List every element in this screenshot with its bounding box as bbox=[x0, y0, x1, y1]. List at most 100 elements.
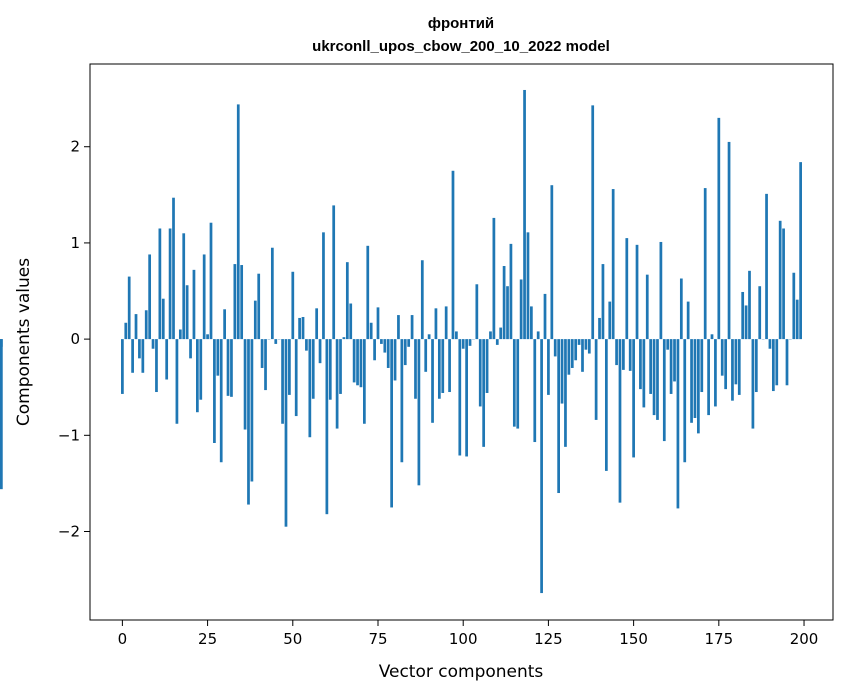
bar-138 bbox=[591, 105, 595, 340]
bar-25 bbox=[206, 334, 209, 340]
bar-123 bbox=[540, 339, 543, 594]
bar-151 bbox=[635, 244, 639, 340]
bar-62 bbox=[332, 205, 336, 340]
y-axis-ticks: −2 −1 0 1 2 bbox=[58, 138, 90, 541]
y-tick-label: −2 bbox=[58, 523, 80, 541]
bar-71 bbox=[363, 339, 366, 424]
bar-173 bbox=[710, 334, 714, 340]
bar-102 bbox=[468, 339, 472, 346]
bar-8 bbox=[148, 254, 152, 340]
bar-104 bbox=[475, 284, 479, 340]
bar-137 bbox=[587, 339, 591, 354]
bar-11 bbox=[158, 228, 162, 340]
bar-39 bbox=[253, 300, 257, 340]
bar-0 bbox=[121, 339, 124, 394]
bar-87 bbox=[417, 339, 421, 486]
bar-94 bbox=[441, 339, 445, 393]
bar-164 bbox=[679, 278, 683, 340]
bar-40 bbox=[257, 273, 261, 340]
bar-162 bbox=[673, 339, 676, 382]
bar-181 bbox=[737, 339, 741, 395]
bar-58 bbox=[318, 339, 322, 364]
bar-152 bbox=[639, 339, 642, 390]
bar-9 bbox=[151, 339, 155, 349]
bar-176 bbox=[720, 339, 724, 376]
bar-73 bbox=[369, 322, 373, 340]
bar-177 bbox=[724, 339, 728, 390]
bar-65 bbox=[342, 337, 346, 340]
bar-159 bbox=[662, 339, 666, 442]
y-tick-label: −1 bbox=[58, 426, 80, 444]
x-tick-label: 100 bbox=[449, 630, 478, 648]
bar-127 bbox=[553, 339, 557, 357]
x-tick-label: 125 bbox=[534, 630, 563, 648]
bar-10 bbox=[155, 339, 158, 393]
bar-133 bbox=[574, 339, 578, 361]
bar-38 bbox=[250, 339, 254, 482]
bar-117 bbox=[519, 279, 523, 340]
bar-158 bbox=[659, 241, 663, 340]
bar-69 bbox=[356, 339, 359, 386]
bar-167 bbox=[690, 339, 693, 423]
bar-30 bbox=[223, 309, 226, 340]
bar-1 bbox=[124, 322, 128, 340]
bar-74 bbox=[373, 339, 376, 361]
bar-79 bbox=[390, 339, 393, 508]
bar-124 bbox=[543, 293, 547, 340]
bar-185 bbox=[751, 339, 755, 429]
bar-150 bbox=[632, 339, 635, 458]
bar-96 bbox=[448, 339, 451, 393]
bar-161 bbox=[669, 339, 673, 394]
bar-186 bbox=[754, 339, 758, 393]
bar-139 bbox=[594, 339, 598, 420]
bar-146 bbox=[618, 339, 622, 503]
bar-19 bbox=[185, 285, 189, 340]
x-tick-label: 150 bbox=[619, 630, 648, 648]
bar-156 bbox=[652, 339, 656, 416]
bar-50 bbox=[291, 271, 295, 340]
bar-122 bbox=[536, 331, 540, 340]
bar-113 bbox=[506, 286, 509, 340]
bar-128 bbox=[557, 339, 560, 494]
bar-141 bbox=[601, 264, 605, 340]
bar-21 bbox=[192, 269, 196, 340]
bar-143 bbox=[608, 301, 612, 340]
bar-130 bbox=[564, 339, 567, 447]
bar-119 bbox=[526, 232, 530, 340]
bar-51 bbox=[294, 339, 298, 417]
bar-67 bbox=[349, 303, 353, 340]
bar-52 bbox=[298, 317, 301, 340]
x-tick-label: 175 bbox=[705, 630, 734, 648]
bar-155 bbox=[649, 339, 653, 394]
bar-42 bbox=[264, 339, 267, 391]
bar-75 bbox=[376, 307, 380, 340]
bar-160 bbox=[666, 339, 670, 350]
bar-184 bbox=[748, 270, 751, 340]
bar-132 bbox=[570, 339, 574, 368]
bar-41 bbox=[260, 339, 264, 368]
bar-54 bbox=[305, 339, 308, 351]
bar-5 bbox=[138, 339, 141, 359]
bar-108 bbox=[489, 331, 492, 340]
bar-86 bbox=[414, 339, 417, 399]
bar-91 bbox=[431, 339, 434, 423]
y-tick-label: 1 bbox=[70, 234, 80, 252]
bar-22 bbox=[196, 339, 199, 413]
bar-97 bbox=[451, 170, 455, 340]
bar-14 bbox=[168, 228, 172, 340]
x-tick-label: 25 bbox=[198, 630, 217, 648]
x-tick-label: 75 bbox=[368, 630, 387, 648]
bar-148 bbox=[625, 238, 629, 340]
bar-118 bbox=[523, 89, 526, 340]
bar-131 bbox=[567, 339, 571, 375]
bar-140 bbox=[598, 317, 601, 340]
y-axis-label: Components values bbox=[14, 258, 34, 426]
bar-142 bbox=[604, 339, 608, 471]
bar-82 bbox=[400, 339, 404, 463]
y-tick-label: 0 bbox=[70, 330, 80, 348]
bar-84 bbox=[407, 339, 411, 347]
bar-3 bbox=[131, 339, 134, 373]
bar-29 bbox=[219, 339, 223, 463]
bar-120 bbox=[530, 306, 533, 340]
